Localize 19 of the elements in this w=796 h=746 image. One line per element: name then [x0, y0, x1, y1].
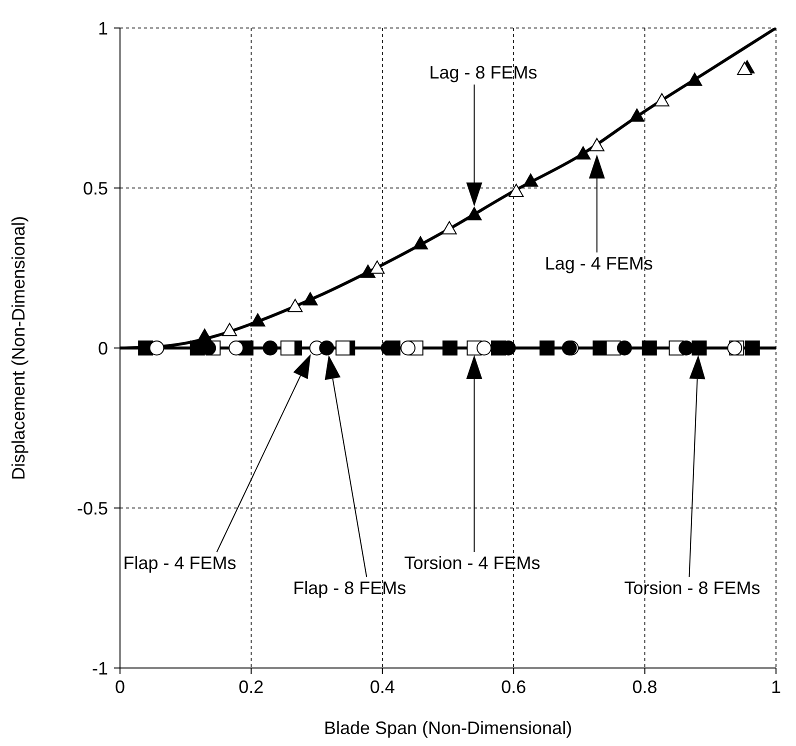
annotation: Flap - 8 FEMs: [293, 578, 406, 598]
annotation: Lag - 8 FEMs: [429, 62, 538, 83]
y-tick-label: 1: [98, 18, 108, 38]
x-tick-label: 0.8: [632, 676, 658, 697]
y-tick-label: 0.5: [82, 178, 108, 198]
annotation: Torsion - 8 FEMs: [624, 578, 760, 598]
x-axis-title: Blade Span (Non-Dimensional): [324, 718, 572, 738]
x-tick-label: 0.4: [370, 676, 395, 697]
x-tick-label: 0.6: [501, 676, 526, 697]
x-tick-label: 0.2: [238, 676, 264, 697]
annotation: Torsion - 4 FEMs: [404, 553, 540, 573]
y-tick-label: -0.5: [76, 498, 108, 518]
x-tick-label: 0: [114, 676, 126, 697]
y-axis-title: Displacement (Non-Dimensional): [8, 216, 28, 480]
annotation: Flap - 4 FEMs: [123, 553, 236, 573]
y-tick-label: -1: [92, 658, 108, 678]
y-tick-label: 0: [98, 338, 108, 358]
x-tick-label: 1: [770, 676, 782, 697]
annotation: Lag - 4 FEMs: [544, 253, 653, 274]
